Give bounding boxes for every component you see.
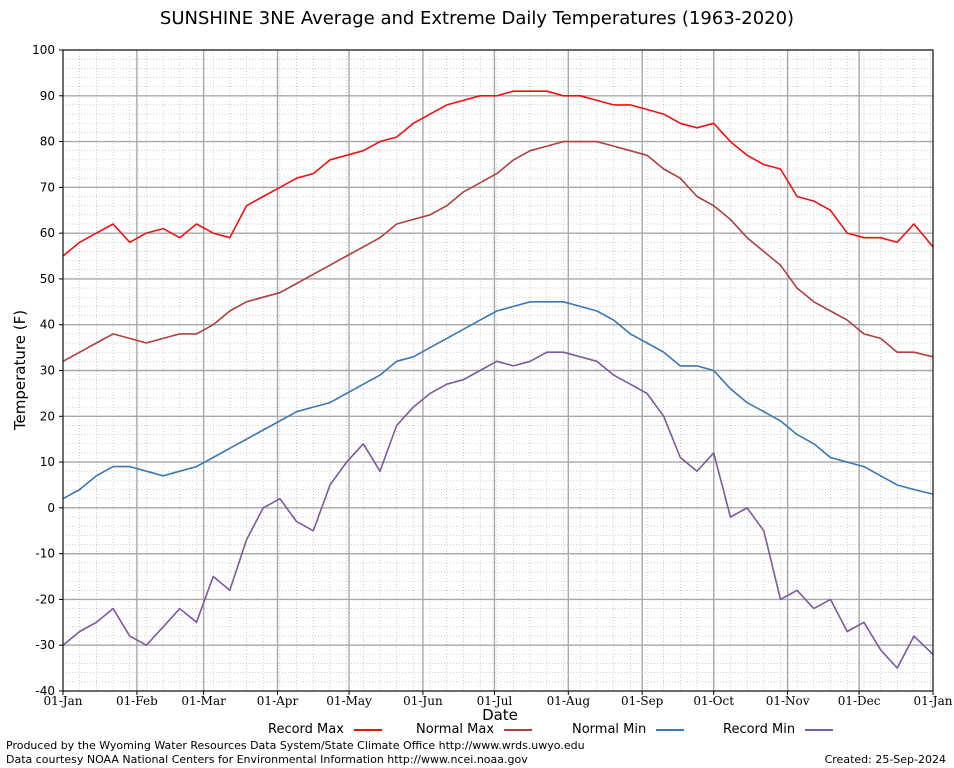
major-grid bbox=[62, 49, 934, 692]
x-tick-label: 01-Jun bbox=[403, 694, 443, 708]
y-tick-label: -30 bbox=[35, 638, 55, 652]
x-tick-label: 01-Jan bbox=[913, 694, 952, 708]
x-tick-label: 01-Dec bbox=[838, 694, 881, 708]
legend-swatch-record-min bbox=[805, 728, 834, 731]
x-tick-labels: 01-Jan 01-Feb 01-Mar 01-Apr 01-May 01-Jun 01-J… bbox=[43, 691, 953, 708]
legend-swatch-normal-min bbox=[656, 728, 685, 731]
x-tick-label: 01-Aug bbox=[547, 694, 591, 708]
y-tick-label: 80 bbox=[40, 135, 55, 149]
y-tick-label: 20 bbox=[40, 409, 55, 423]
y-tick-label: 10 bbox=[40, 455, 55, 469]
series-layer bbox=[62, 90, 934, 669]
x-tick-label: 01-Sep bbox=[621, 694, 664, 708]
x-tick-label: 01-Apr bbox=[257, 694, 299, 708]
series-line-normal-min bbox=[62, 300, 934, 500]
y-tick-label: -10 bbox=[35, 547, 55, 561]
x-tick-label: 01-Feb bbox=[116, 694, 158, 708]
y-tick-label: 60 bbox=[40, 226, 55, 240]
series-line-record-min bbox=[62, 351, 934, 669]
legend-swatch-record-max bbox=[353, 728, 382, 731]
y-tick-label: 0 bbox=[47, 501, 55, 515]
credit-line-1: Produced by the Wyoming Water Resources … bbox=[6, 739, 585, 752]
legend-normal-min: Normal Min bbox=[572, 722, 685, 737]
legend-label-normal-max: Normal Max bbox=[416, 722, 495, 737]
y-tick-label: 70 bbox=[40, 180, 55, 194]
legend-label-record-max: Record Max bbox=[268, 722, 344, 737]
y-tick-label: 30 bbox=[40, 364, 55, 378]
x-tick-label: 01-Oct bbox=[693, 694, 734, 708]
x-tick-label: 01-May bbox=[326, 694, 372, 708]
legend-record-max: Record Max bbox=[268, 722, 382, 737]
legend-label-normal-min: Normal Min bbox=[572, 722, 647, 737]
chart-title: SUNSHINE 3NE Average and Extreme Daily T… bbox=[159, 8, 795, 29]
x-tick-label: 01-Mar bbox=[181, 694, 226, 708]
y-tick-label: -20 bbox=[35, 592, 55, 606]
x-tick-label: 01-Nov bbox=[766, 694, 810, 708]
credit-line-2: Data courtesy NOAA National Centers for … bbox=[6, 753, 528, 766]
minor-grid bbox=[62, 50, 933, 691]
series-line-normal-max bbox=[62, 140, 934, 363]
legend-swatch-normal-max bbox=[504, 728, 533, 731]
y-tick-label: 90 bbox=[40, 89, 55, 103]
legend-record-min: Record Min bbox=[723, 722, 834, 737]
x-tick-label: 01-Jul bbox=[477, 694, 513, 708]
legend-label-record-min: Record Min bbox=[723, 722, 796, 737]
series-line-record-max bbox=[62, 90, 934, 257]
y-tick-label: 100 bbox=[32, 43, 55, 57]
legend-normal-max: Normal Max bbox=[416, 722, 533, 737]
y-tick-label: -40 bbox=[35, 684, 55, 698]
y-axis-label: Temperature (F) bbox=[11, 309, 29, 431]
y-tick-label: 50 bbox=[40, 272, 55, 286]
x-axis-label: Date bbox=[482, 706, 518, 724]
y-tick-label: 40 bbox=[40, 318, 55, 332]
x-tick-label: 01-Jan bbox=[43, 694, 82, 708]
created-date: Created: 25-Sep-2024 bbox=[824, 753, 946, 766]
